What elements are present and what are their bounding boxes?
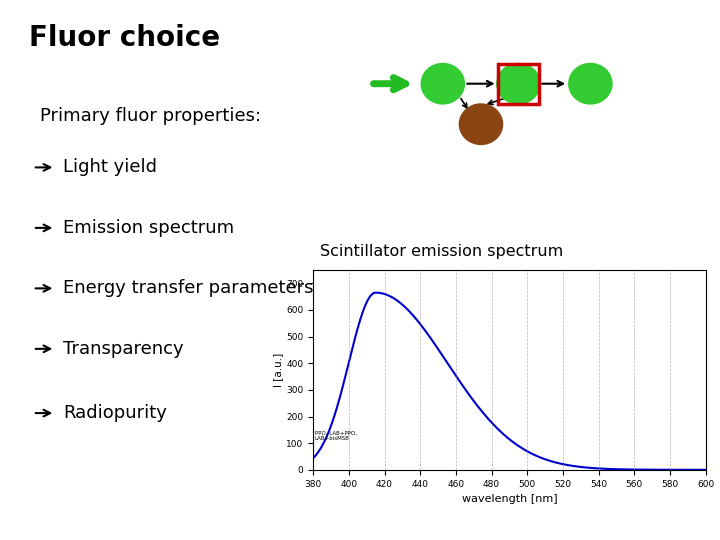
Text: Emission spectrum: Emission spectrum (63, 219, 234, 237)
Text: Fluor choice: Fluor choice (29, 24, 220, 52)
Text: Transparency: Transparency (63, 340, 184, 358)
Ellipse shape (497, 63, 540, 104)
Bar (498, 64, 539, 104)
X-axis label: wavelength [nm]: wavelength [nm] (462, 494, 557, 504)
Ellipse shape (569, 63, 612, 104)
Text: Scintillator emission spectrum: Scintillator emission spectrum (320, 244, 564, 259)
Ellipse shape (459, 104, 503, 144)
Y-axis label: I [a.u.]: I [a.u.] (274, 353, 284, 387)
Text: Radiopurity: Radiopurity (63, 404, 166, 422)
Text: Light yield: Light yield (63, 158, 157, 177)
Ellipse shape (421, 63, 464, 104)
Text: PPO, LAB+PPO,
LAB+bisMSB: PPO, LAB+PPO, LAB+bisMSB (315, 430, 357, 441)
Text: Primary fluor properties:: Primary fluor properties: (40, 107, 261, 125)
Text: Energy transfer parameters: Energy transfer parameters (63, 279, 313, 298)
